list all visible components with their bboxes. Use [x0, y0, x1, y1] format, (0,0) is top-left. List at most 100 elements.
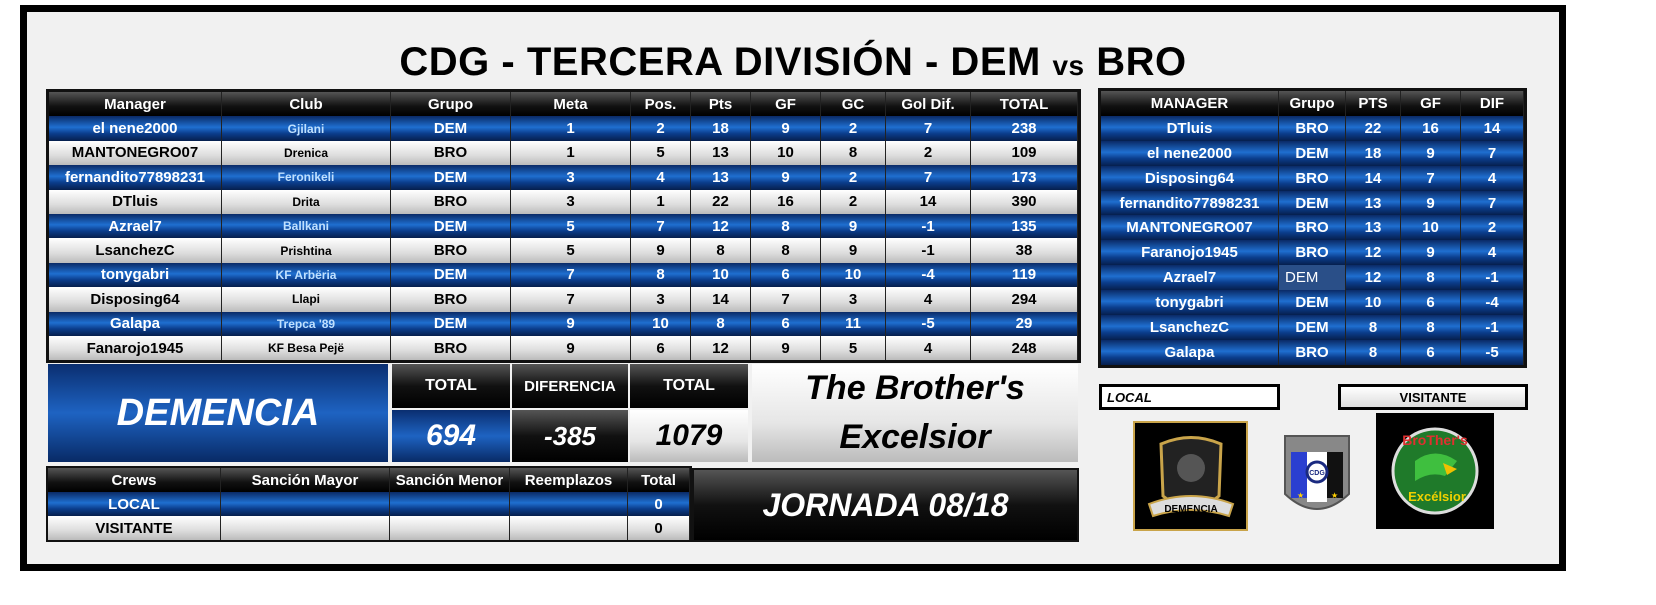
table-cell: 7 [511, 262, 631, 288]
table-cell: 7 [751, 287, 821, 312]
table-cell: 4 [631, 165, 691, 190]
table-cell: Drita [222, 189, 391, 214]
table-cell: 10 [1346, 290, 1401, 316]
column-header: Sanción Mayor [221, 468, 390, 492]
table-cell: 7 [886, 116, 971, 141]
table-cell: 9 [751, 335, 821, 361]
table-cell: 0 [628, 492, 690, 516]
table-cell: 119 [971, 262, 1078, 288]
local-total-value: 694 [392, 410, 510, 462]
table-cell: LsanchezC [1101, 315, 1279, 340]
table-cell: 9 [511, 335, 631, 361]
table-cell: VISITANTE [48, 516, 221, 540]
standings-table: Manager Club Grupo Meta Pos. Pts GF GC Gol Dif. T… [46, 89, 1081, 364]
difference-label: DIFERENCIA [512, 364, 628, 408]
table-cell: Drenica [222, 140, 391, 166]
table-row: LOCAL 0 [48, 492, 690, 516]
table-cell: 5 [821, 335, 886, 361]
table-cell: tonygabri [1101, 290, 1279, 316]
table-cell: -5 [1461, 339, 1524, 365]
table-cell: 9 [751, 116, 821, 141]
svg-text:Excélsior: Excélsior [1408, 489, 1466, 504]
table-cell: 9 [821, 238, 886, 263]
table-cell: BRO [391, 189, 511, 214]
table-cell: Ballkani [222, 213, 391, 239]
table-cell: DEM [391, 262, 511, 288]
table-row: fernandito77898231 DEM 13 9 7 [1101, 190, 1524, 216]
column-header: GF [751, 92, 821, 117]
table-cell: 8 [691, 238, 751, 263]
table-cell: 7 [1461, 140, 1524, 166]
table-cell [510, 492, 628, 516]
table-cell: KF Besa Pejë [222, 335, 391, 361]
table-cell: 4 [1461, 165, 1524, 191]
table-row: Faranojo1945 BRO 12 9 4 [1101, 240, 1524, 266]
table-cell: 4 [1461, 240, 1524, 266]
table-cell: 2 [821, 189, 886, 214]
table-row: Fanarojo1945 KF Besa Pejë BRO 9 6 12 9 5 4 248 [49, 335, 1078, 361]
table-row: Disposing64 BRO 14 7 4 [1101, 165, 1524, 191]
table-row: MANTONEGRO07 BRO 13 10 2 [1101, 215, 1524, 241]
visitor-team-name: The Brother's Excelsior [752, 364, 1078, 462]
table-cell: 3 [631, 287, 691, 312]
column-header: Club [222, 92, 391, 117]
table-row: tonygabri KF Arbëria DEM 7 8 10 6 10 -4 119 [49, 262, 1078, 288]
svg-text:DEMENCIA: DEMENCIA [1164, 504, 1217, 515]
table-cell: 29 [971, 311, 1078, 336]
table-cell: BRO [1279, 339, 1346, 365]
column-header: Gol Dif. [886, 92, 971, 117]
table-cell: BRO [1279, 115, 1346, 141]
table-cell: 13 [1346, 190, 1401, 216]
table-cell: -1 [886, 238, 971, 263]
column-header: Total [628, 468, 690, 492]
table-cell: 5 [631, 140, 691, 166]
table-row: DTluis Drita BRO 3 1 22 16 2 14 390 [49, 189, 1078, 214]
table-cell [221, 492, 390, 516]
header-row: MANAGER Grupo PTS GF DIF [1101, 91, 1524, 116]
table-cell: 12 [691, 213, 751, 239]
table-cell: Disposing64 [1101, 165, 1279, 191]
table-cell: 11 [821, 311, 886, 336]
table-cell: 6 [751, 311, 821, 336]
table-row: MANTONEGRO07 Drenica BRO 1 5 13 10 8 2 109 [49, 140, 1078, 166]
table-cell: 2 [821, 165, 886, 190]
table-cell: 0 [628, 516, 690, 540]
table-cell: BRO [1279, 215, 1346, 241]
table-cell: Gjilani [222, 116, 391, 141]
table-cell: 6 [631, 335, 691, 361]
svg-text:BroTher's: BroTher's [1402, 432, 1468, 448]
visitor-team-line2: Excelsior [839, 418, 991, 456]
table-cell: 109 [971, 140, 1078, 166]
title-vs: vs [1052, 50, 1085, 81]
table-cell: 248 [971, 335, 1078, 361]
column-header: Meta [511, 92, 631, 117]
column-header: PTS [1346, 91, 1401, 116]
table-cell: 135 [971, 213, 1078, 239]
crews-table: Crews Sanción Mayor Sanción Menor Reemplazo… [46, 466, 692, 542]
table-cell: Trepca '89 [222, 311, 391, 336]
table-cell: 2 [886, 140, 971, 166]
table-cell: 14 [1461, 115, 1524, 141]
column-header: TOTAL [971, 92, 1078, 117]
table-cell: fernandito77898231 [49, 165, 222, 190]
table-cell: 390 [971, 189, 1078, 214]
table-cell: Galapa [49, 311, 222, 336]
table-cell: 12 [691, 335, 751, 361]
table-cell: 13 [691, 165, 751, 190]
jornada-label: JORNADA 08/18 [692, 468, 1079, 542]
table-cell: 9 [1401, 140, 1461, 166]
table-row: VISITANTE 0 [48, 516, 690, 540]
table-row: LsanchezC DEM 8 8 -1 [1101, 315, 1524, 340]
table-cell: 8 [631, 262, 691, 288]
column-header: Grupo [391, 92, 511, 117]
eagle-crest-icon: BroTher's Excélsior [1391, 427, 1479, 515]
column-header: Pts [691, 92, 751, 117]
table-cell: 1 [631, 189, 691, 214]
table-cell: 3 [821, 287, 886, 312]
table-cell: 10 [691, 262, 751, 288]
column-header: GF [1401, 91, 1461, 116]
table-cell: fernandito77898231 [1101, 190, 1279, 216]
table-cell: 7 [886, 165, 971, 190]
table-cell: Fanarojo1945 [49, 335, 222, 361]
table-cell: 5 [511, 213, 631, 239]
